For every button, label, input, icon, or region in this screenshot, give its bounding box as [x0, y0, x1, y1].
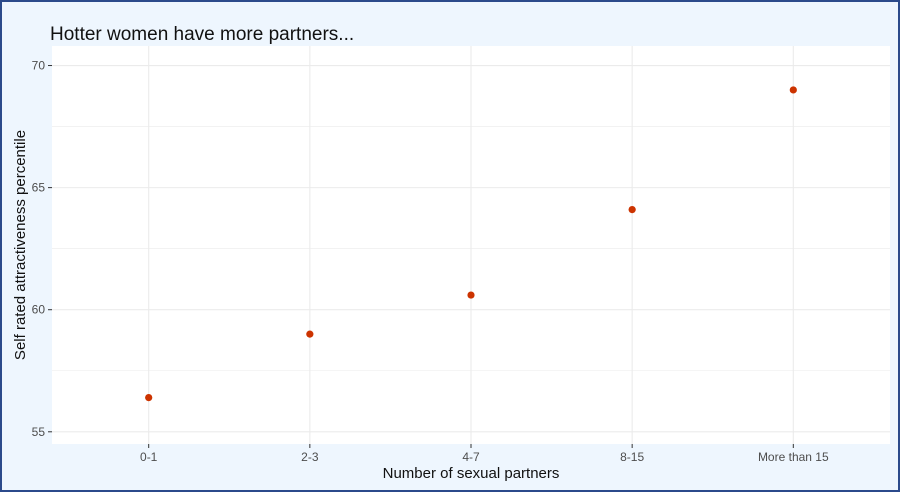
x-tick-label: 0-1: [140, 450, 158, 464]
data-point: [789, 86, 797, 94]
data-point: [628, 205, 636, 214]
y-tick-label: 55: [32, 425, 46, 439]
y-tick-label: 70: [32, 59, 46, 73]
y-tick-label: 60: [32, 303, 46, 317]
y-axis-ticks: 55 60 65 70: [32, 59, 52, 439]
y-axis-title: Self rated attractiveness percentile: [12, 130, 29, 360]
x-tick-label: 4-7: [462, 450, 480, 464]
data-point: [306, 330, 314, 338]
x-tick-label: 2-3: [301, 450, 319, 464]
y-tick-label: 65: [32, 181, 46, 195]
data-points: [145, 86, 797, 402]
x-tick-label: More than 15: [758, 450, 829, 464]
data-point: [145, 394, 153, 402]
data-point: [467, 291, 475, 299]
gridlines: [52, 46, 890, 444]
x-tick-label: 8-15: [620, 450, 644, 464]
x-axis-title: Number of sexual partners: [383, 465, 560, 482]
x-axis-ticks: 0-1 2-3 4-7 8-15 More than 15: [140, 444, 829, 464]
chart-title: Hotter women have more partners...: [50, 24, 354, 45]
